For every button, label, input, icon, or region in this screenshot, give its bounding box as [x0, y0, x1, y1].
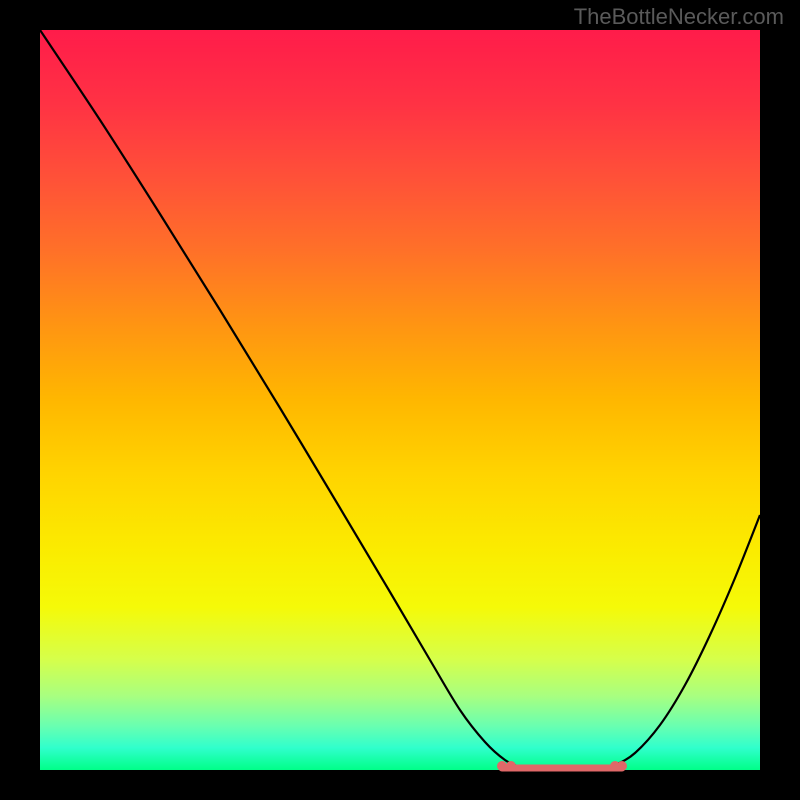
watermark: TheBottleNecker.com — [574, 4, 784, 30]
plot-area — [40, 30, 760, 770]
highlight-segment — [497, 761, 627, 771]
curve-layer — [40, 30, 760, 770]
bottleneck-curve — [40, 30, 760, 770]
